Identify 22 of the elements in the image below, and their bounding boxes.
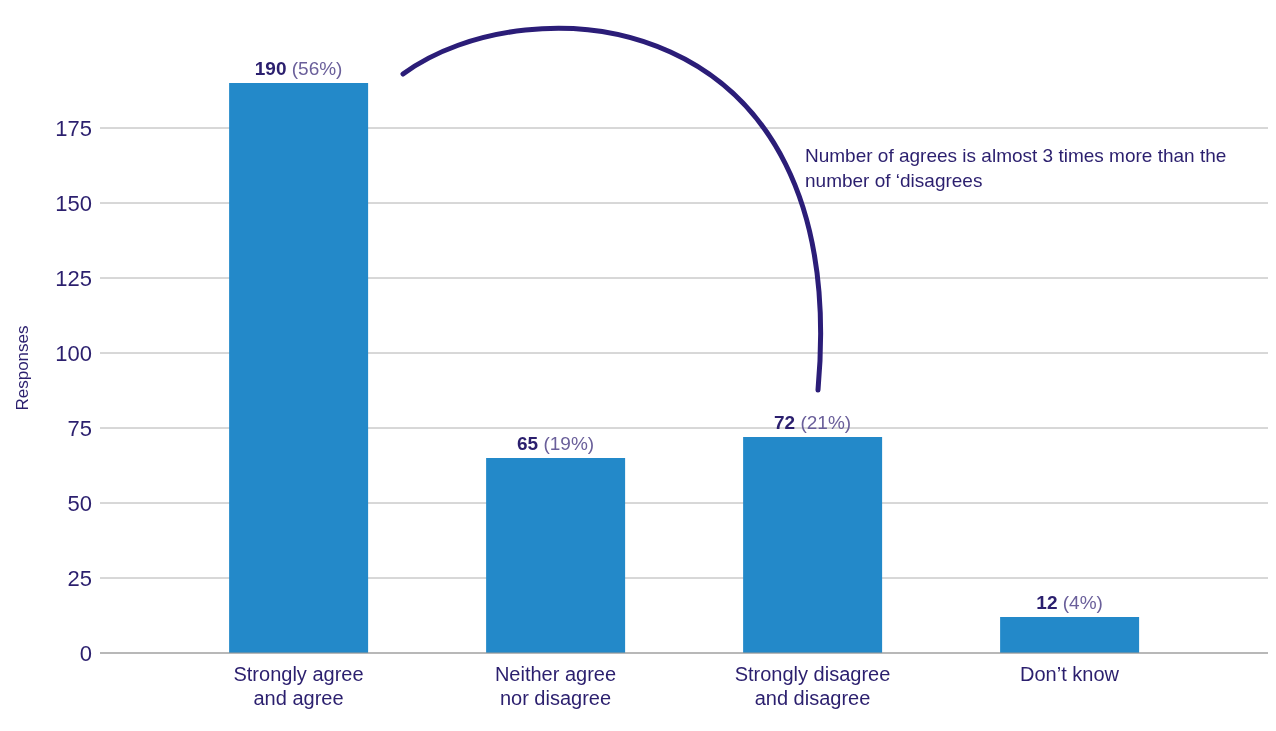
data-label: 12 (4%) [1036, 592, 1103, 613]
y-tick-label: 175 [55, 115, 92, 141]
x-tick-label: Don’t know [1020, 663, 1120, 685]
x-tick-label: Neither agree nor disagree [494, 663, 617, 709]
bar [1000, 617, 1140, 653]
data-label: 72 (21%) [774, 412, 852, 433]
x-tick-label: Strongly agree and agree [233, 663, 364, 709]
y-tick-label: 150 [55, 190, 92, 216]
y-tick-label: 75 [67, 415, 92, 441]
y-tick-label: 125 [55, 265, 92, 291]
y-tick-label: 0 [79, 640, 92, 666]
bar [743, 437, 883, 653]
data-label: 65 (19%) [517, 433, 595, 454]
y-tick-label: 25 [67, 565, 92, 591]
data-label: 190 (56%) [254, 58, 343, 79]
x-tick-label: Strongly disagree and disagree [734, 663, 891, 709]
bar [486, 458, 626, 653]
y-axis-title: Responses [13, 325, 33, 411]
y-tick-label: 100 [55, 340, 92, 366]
annotation: Number of agrees is almost 3 times more than the number of ‘disagrees [805, 144, 1228, 193]
y-tick-label: 50 [67, 490, 92, 516]
bar [229, 83, 369, 653]
